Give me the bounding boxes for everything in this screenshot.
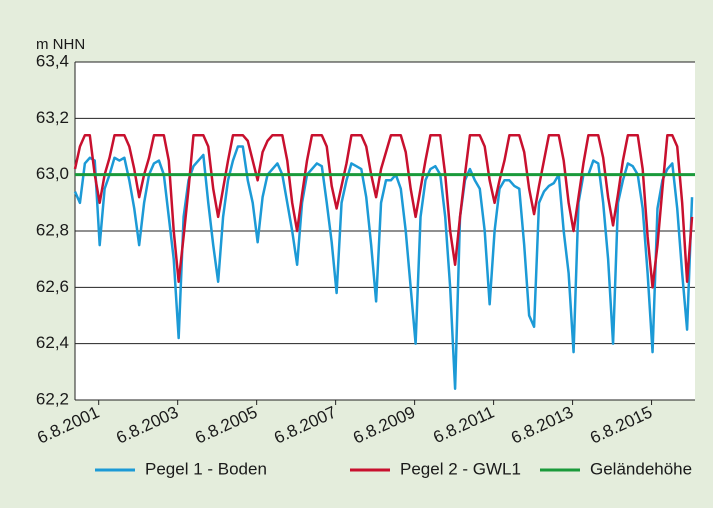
y-tick-label: 62,6 [36,277,69,296]
series-line [73,133,694,289]
y-tick-label: 63,0 [36,164,69,183]
series-line [73,145,694,390]
y-tick-label: 63,4 [36,51,69,70]
y-tick-label: 63,2 [36,108,69,127]
y-axis-label: m NHN [36,36,85,53]
legend-label: Pegel 1 - Boden [145,459,267,478]
y-tick-label: 62,4 [36,333,69,352]
y-tick-label: 62,8 [36,220,69,239]
legend-label: Pegel 2 - GWL1 [400,459,521,478]
y-tick-label: 62,2 [36,389,69,408]
legend-label: Geländehöhe [590,459,692,478]
